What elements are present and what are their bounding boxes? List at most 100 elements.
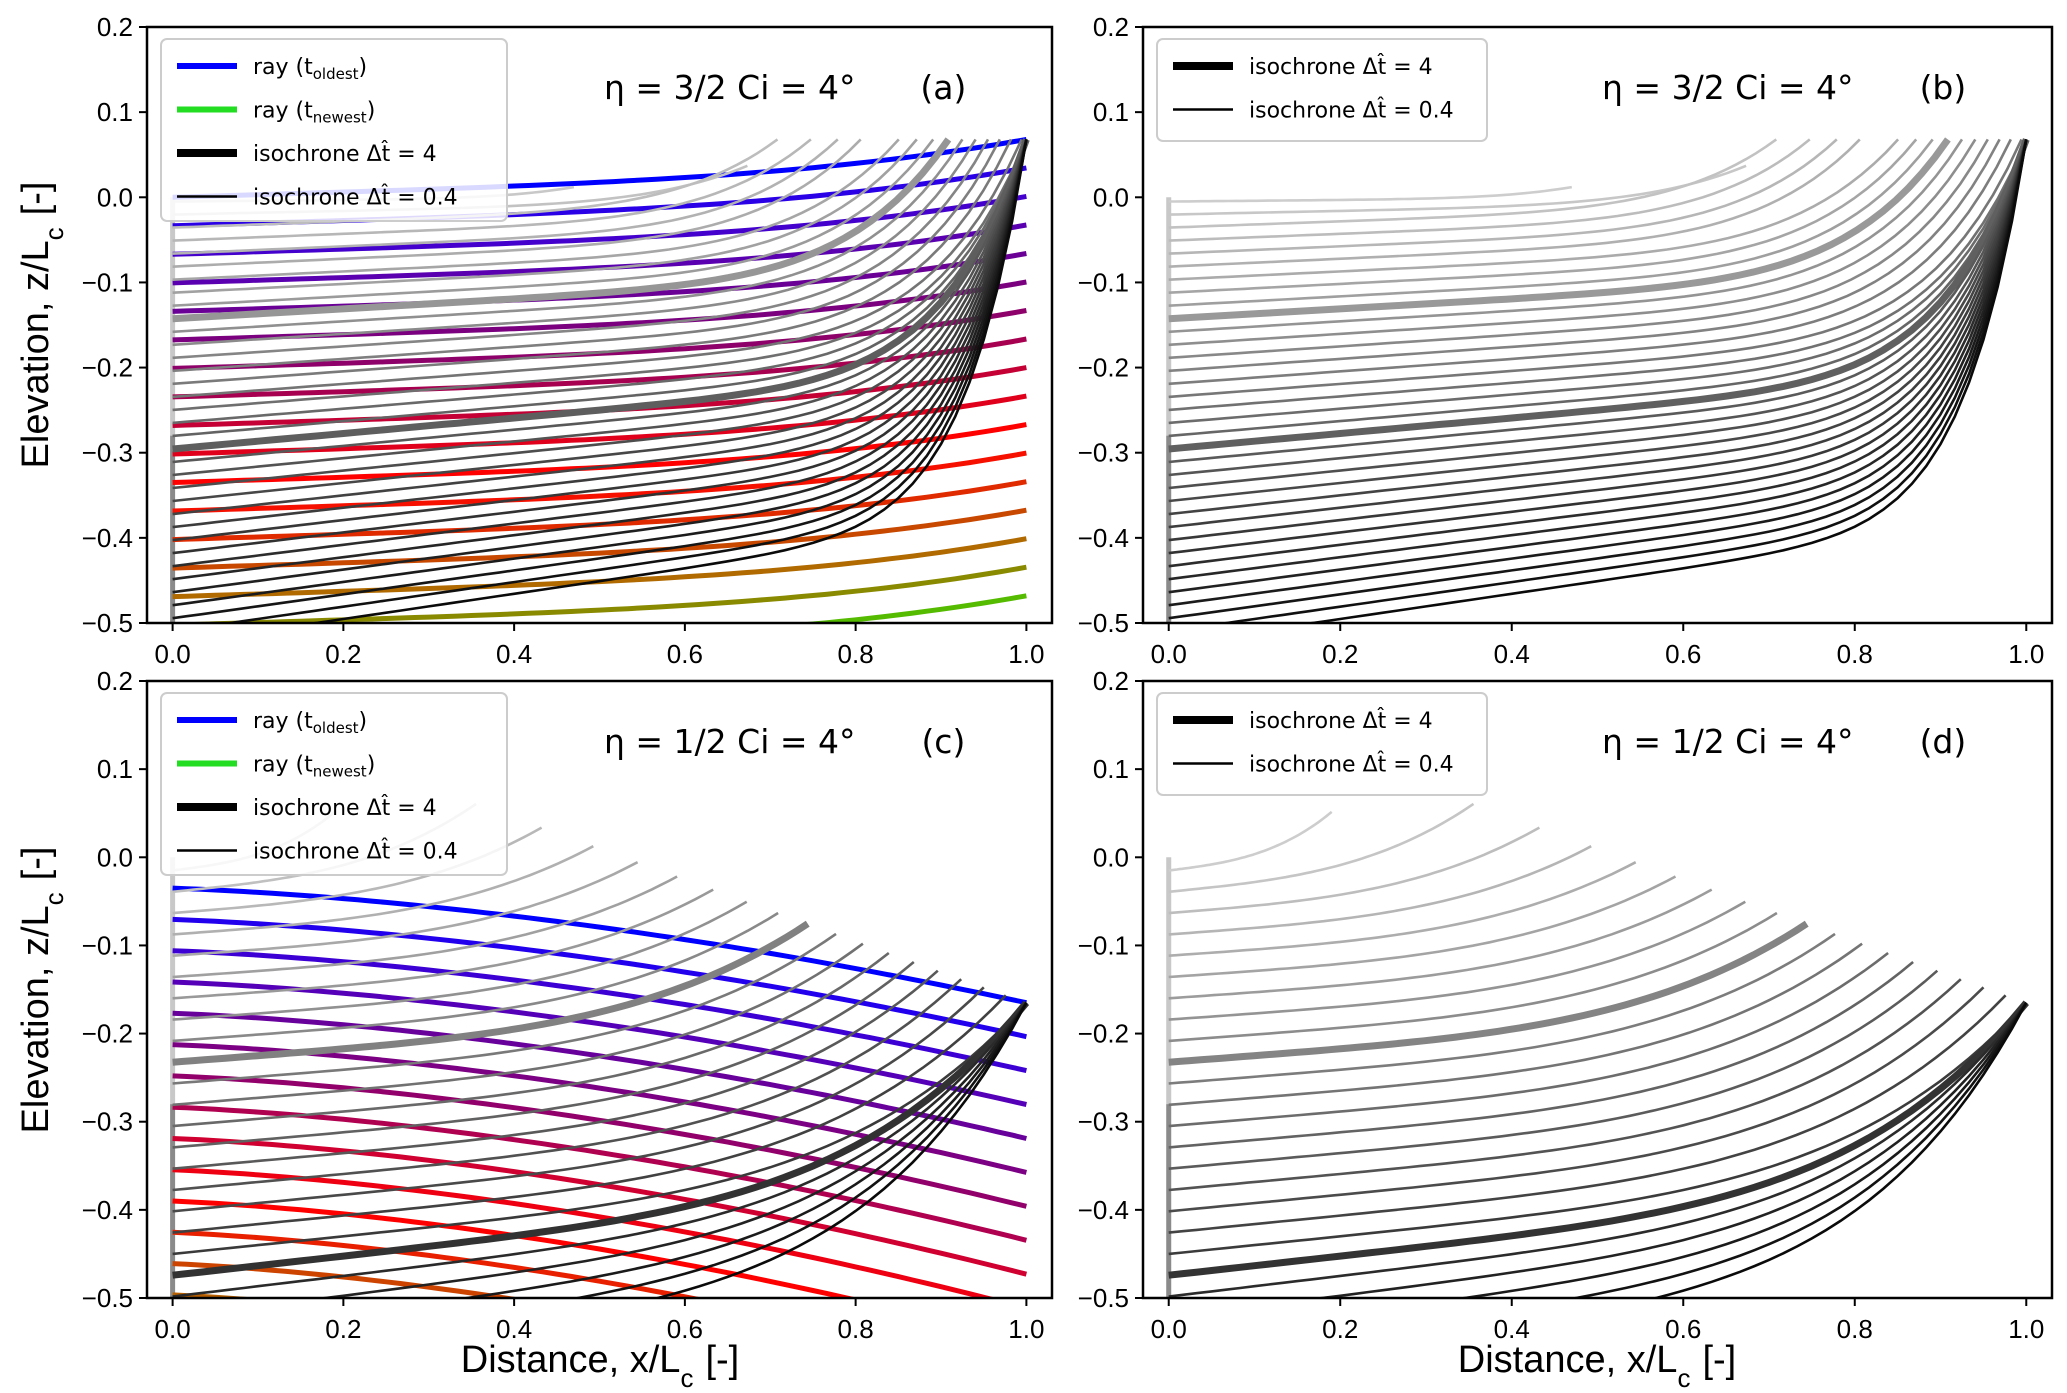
isochrone-line [1168,164,1747,216]
isochrone-line [1168,139,2028,516]
isochrone-line [1168,138,2012,386]
ray-line [172,885,1027,1006]
isochrone-line [1168,139,2028,503]
isochrone-heavy [1168,137,1951,323]
isochrone-line [1168,942,1863,1107]
panel-label: (d) [1920,722,1967,761]
isochrone-line [1168,138,1964,334]
isochrone-line [1168,802,1475,894]
isochrone-heavy [1168,138,2030,453]
y-tick-label: −0.5 [1078,608,1129,638]
isochrone-line [1168,138,1989,360]
ray-line [172,1073,1027,1209]
x-tick-label: 0.6 [667,1314,703,1344]
y-tick-label: −0.2 [82,1019,133,1049]
plot-area [170,136,1030,623]
y-axis-label-bottom: Elevation, z/Lc[-] [15,847,69,1134]
isochrone-line [1168,138,1918,294]
isochrone-line [1168,911,1778,1043]
y-tick-label: −0.4 [1078,523,1129,553]
isochrone-line [1168,986,1985,1213]
legend-box [160,692,508,876]
legend: isochrone Δt̂ = 4 isochrone Δt̂ = 0.4 [1156,692,1488,796]
panel-b: 0.2 0.1 0.0 −0.1 −0.2 −0.3 −0.4 −0.5 0.0 0.2 0.4 0.… [1078,12,2054,669]
x-tick-label: 0.8 [838,1314,874,1344]
isochrone-line [1168,139,2028,568]
ray-line [796,593,1027,623]
isochrone-line [172,932,837,1085]
isochrone-line [1168,139,2028,542]
isochrone-line [571,1002,1028,1298]
x-tick-label: 0.6 [1665,1314,1701,1344]
y-tick-label: −0.1 [1078,267,1129,297]
isochrone-line [1168,138,2001,373]
y-tick-label: 0.1 [97,97,133,127]
isochrone-line [172,138,812,242]
isochrone-line [1168,978,1962,1192]
isochrone-line [1168,139,2028,490]
isochrone-line [172,138,1028,412]
axes-frame [145,679,1054,1300]
isochrone-line [1168,139,2028,581]
y-tick-label: 0.0 [97,182,133,212]
isochrone-line [1168,138,2028,425]
panel-d: 0.2 0.1 0.0 −0.1 −0.2 −0.3 −0.4 −0.5 0.0 0.2 0.4 0.… [1078,666,2054,1344]
x-tick-label: 0.0 [1151,639,1187,669]
y-tick-label: 0.0 [97,842,133,872]
isochrone-line [1168,960,1914,1149]
legend-label: isochrone Δt̂ = 0.4 [253,838,458,864]
axes-frame [1141,679,2054,1300]
y-tick-label: 0.0 [1093,842,1129,872]
panel-c: 0.2 0.1 0.0 −0.1 −0.2 −0.3 −0.4 −0.5 0.0 0.2 0.4 0.… [82,666,1054,1344]
isochrone-line [1168,138,2028,464]
y-tick-label: −0.1 [1078,930,1129,960]
isochrone-line [1168,875,1677,979]
isochrone-line [172,1001,1028,1256]
y-tick-label: −0.5 [1078,1283,1129,1313]
legend-box [1156,692,1488,796]
ray-line [172,193,1027,257]
isochrone-line [172,138,1023,399]
isochrone-line [1168,138,2023,399]
isochrone-line [1312,1001,2028,1298]
x-tick-label: 0.2 [1322,639,1358,669]
isochrone-line [172,138,862,268]
y-tick-label: 0.1 [1093,754,1129,784]
isochrone-line [1168,139,2028,555]
isochrone-line [172,845,594,936]
legend-label: ray (toldest) [253,709,367,737]
ray-line [172,507,1027,571]
panel-label: (c) [921,722,965,761]
y-tick-label: 0.2 [97,666,133,696]
isochrone-heavy [172,920,810,1066]
isochrone-line [1168,969,1939,1170]
legend-label: isochrone Δt̂ = 0.4 [1249,97,1454,123]
panel-annotation: η = 3/2 Ci = 4° [1602,68,1853,107]
ray-line [172,564,1027,623]
legend-label: ray (tnewest) [253,99,375,127]
x-tick-label: 0.0 [1151,1314,1187,1344]
isochrone-line [307,139,1028,623]
isochrone-line [172,138,839,255]
isochrone-line [172,138,1013,386]
legend-label: isochrone Δt̂ = 4 [253,141,437,167]
y-tick-label: −0.3 [82,1107,133,1137]
x-tick-label: 0.0 [155,639,191,669]
isochrone-line [1168,138,2028,477]
ray-line [172,1104,1028,1243]
x-tick-label: 1.0 [1008,1314,1044,1344]
isochrone-line [172,911,779,1043]
isochrone-line [172,888,714,1000]
isochrone-line [458,1001,1028,1298]
axes-frame [145,25,1054,625]
isochrone-line [1168,138,1977,347]
legend: ray (toldest) ray (tnewest) isochrone Δt̂ … [160,38,508,222]
x-tick-label: 0.6 [667,639,703,669]
isochrone-line [172,986,985,1213]
isochrone-line [1168,138,1861,268]
y-tick-label: −0.3 [82,438,133,468]
isochrone-line [1168,138,1838,255]
legend-label: ray (toldest) [253,55,367,83]
panel-annotation: η = 3/2 Ci = 4° [604,68,855,107]
